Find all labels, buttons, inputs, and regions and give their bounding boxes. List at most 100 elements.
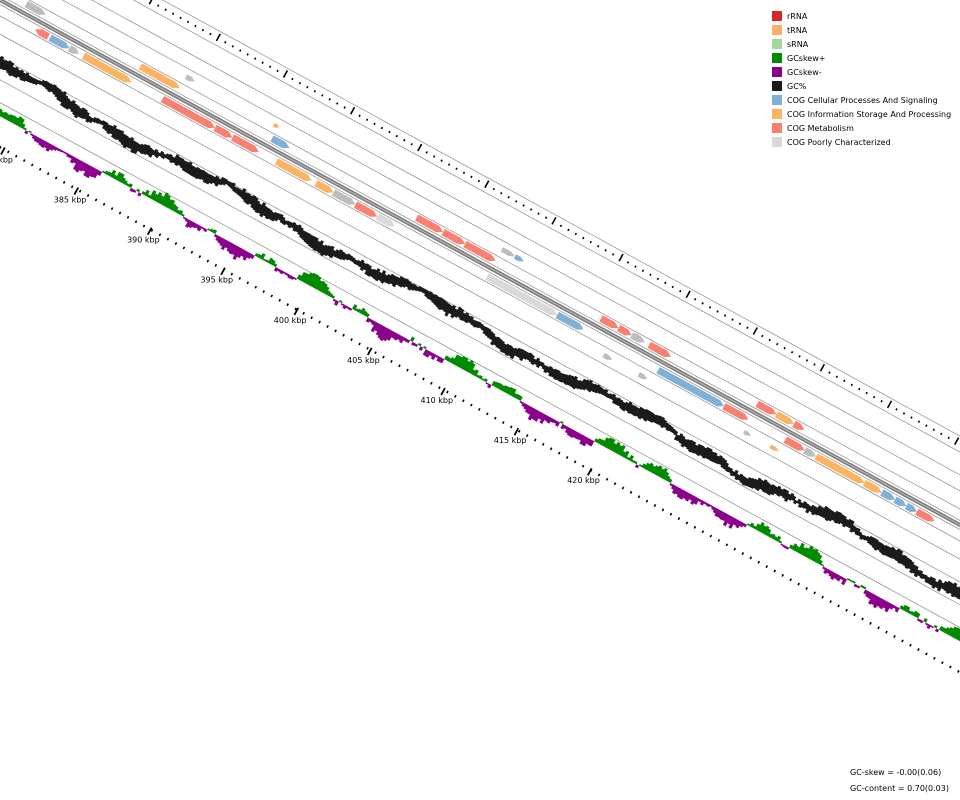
gc-bar [480, 325, 486, 332]
position-label: 400 kbp [274, 316, 307, 325]
position-label: 405 kbp [347, 356, 380, 365]
gc-skew-bar [64, 151, 68, 155]
gc-skew-bar [112, 174, 118, 180]
gc-bar [941, 580, 948, 590]
minor-tick [382, 355, 385, 359]
gc-bar [259, 205, 268, 218]
gc-bar [383, 273, 391, 284]
gc-skew-bar [662, 471, 670, 481]
gc-bar [796, 498, 802, 505]
guide-line [61, 0, 960, 492]
gc-skew-bar [391, 331, 397, 339]
gc-bar [333, 249, 340, 258]
legend-swatch [772, 137, 782, 147]
gc-bar [587, 382, 595, 393]
major-tick [366, 347, 373, 356]
outer-scale-ticks [148, 0, 960, 446]
gc-skew-bar [581, 436, 590, 447]
gc-bar [871, 538, 879, 549]
outer-tick [179, 16, 182, 20]
outer-tick [321, 94, 324, 97]
gc-bar [673, 430, 679, 436]
outer-tick [783, 346, 786, 350]
gc-bar [348, 255, 354, 261]
legend-label: COG Cellular Processes And Signaling [787, 95, 938, 105]
minor-tick [182, 246, 186, 250]
gc-skew-bar [499, 384, 505, 391]
gc-skew-bar [782, 544, 787, 549]
gene-arrow [415, 214, 444, 233]
outer-tick [425, 151, 428, 154]
gc-bar [374, 271, 382, 282]
minor-tick [653, 504, 657, 507]
gc-skew-bar [812, 551, 821, 563]
gc-bar [673, 434, 680, 441]
minor-tick [877, 626, 880, 630]
guide-line [90, 0, 960, 476]
gc-skew-bar [919, 619, 924, 624]
gc-bar [575, 379, 583, 390]
guide-line [28, 0, 960, 510]
gc-skew-bar [414, 343, 418, 348]
gc-skew-bar [519, 400, 524, 404]
minor-tick [669, 512, 673, 516]
gc-skew-bar [559, 420, 564, 425]
gc-skew-bar [742, 523, 748, 528]
gc-bar [936, 581, 945, 592]
gc-bar [8, 66, 16, 77]
gc-skew-bar [20, 123, 26, 129]
gc-bar [543, 365, 550, 374]
gc-skew-bar [667, 478, 673, 484]
gc-skew-bar [338, 299, 343, 304]
gc-bar [229, 182, 236, 190]
gc-skew-bar [867, 592, 874, 600]
gc-skew-bar [946, 626, 954, 636]
gc-skew-bar [882, 600, 890, 609]
gene-arrow [160, 95, 216, 129]
gc-bar [828, 511, 836, 522]
outer-tick [872, 395, 876, 399]
minor-tick [773, 569, 777, 573]
minor-tick [845, 608, 848, 612]
gc-skew-bar [504, 386, 511, 394]
minor-tick [126, 215, 130, 219]
minor-tick [893, 635, 896, 638]
gc-bar [113, 129, 122, 141]
gc-bar [437, 298, 446, 311]
gc-bar [407, 282, 414, 291]
gc-skew-bar [727, 516, 734, 525]
gc-skew-bar [586, 438, 592, 446]
gc-bar [1, 60, 9, 71]
gc-skew-bar [449, 357, 455, 364]
minor-tick [462, 399, 465, 403]
minor-tick [374, 351, 377, 355]
outer-tick [664, 281, 667, 285]
minor-tick [54, 176, 58, 180]
position-scale-labels: 380 kbp 385 kbp 390 kbp 395 kbp 400 kbp 405 k… [0, 146, 600, 485]
gc-bar [142, 144, 151, 155]
minor-tick [901, 639, 904, 643]
gc-bar [548, 368, 555, 377]
gc-bar [279, 216, 286, 224]
gc-skew-bar [652, 465, 660, 475]
gc-bar [643, 410, 652, 422]
minor-tick [917, 648, 920, 652]
gc-bar [907, 561, 915, 570]
gene-arrow [802, 447, 817, 457]
minor-tick [605, 477, 609, 481]
gc-bar [535, 360, 542, 368]
minor-tick [238, 276, 242, 280]
minor-tick [509, 425, 513, 429]
gc-skew-bar [250, 254, 255, 260]
outer-tick [432, 155, 436, 158]
gc-bar [486, 330, 494, 339]
minor-tick [46, 172, 50, 176]
legend-label: rRNA [787, 11, 808, 21]
outer-tick [157, 4, 160, 7]
position-label: 410 kbp [420, 396, 453, 405]
minor-tick [549, 447, 553, 451]
gc-skew-bar [941, 627, 947, 633]
gc-skew-bar [507, 387, 514, 396]
gene-arrow [792, 420, 805, 430]
